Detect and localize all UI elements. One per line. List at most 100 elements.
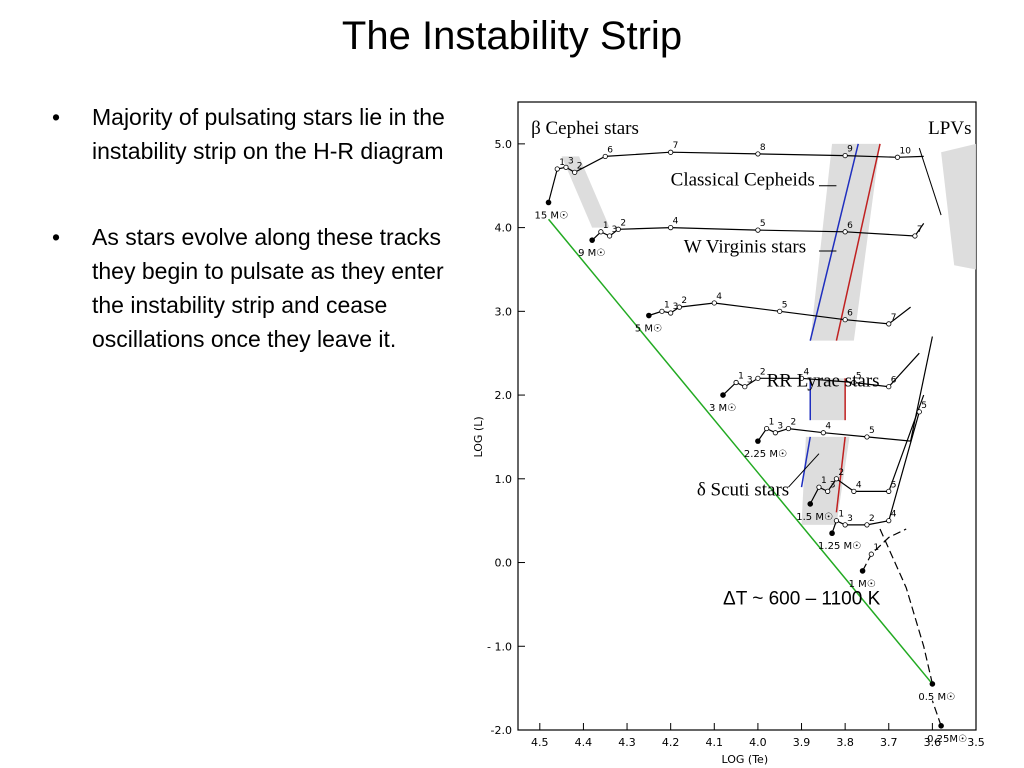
track-stage-label: 2 [681,296,687,306]
y-tick-label: -2.0 [491,724,512,737]
track-stage-marker [825,488,831,494]
track-stage-marker [916,409,922,415]
lpv-band [941,143,976,270]
track-mass-label: 3 M☉ [709,403,736,414]
track-stage-label: 3 [847,514,853,524]
track-start-point [807,501,814,507]
track-stage-marker [668,225,674,231]
x-tick-label: 4.1 [706,736,724,749]
track-stage-label: 2 [790,418,796,428]
track-stage-label: 1 [873,543,879,553]
track-stage-label: 4 [673,217,679,227]
bullet-item: • Majority of pulsating stars lie in the… [52,100,462,168]
track-stage-label: 8 [760,143,766,153]
track-stage-label: 5 [782,300,788,310]
track-stage-marker [772,430,778,436]
main-sequence-line [547,218,933,685]
leader-line [918,147,942,216]
track-stage-label: 9 [847,145,853,155]
track-stage-marker [711,300,717,306]
track-stage-marker [851,488,857,494]
strip-blue-edge [809,143,859,341]
track-start-point [755,438,761,444]
x-tick-label: 4.2 [662,736,680,749]
track-stage-marker [816,484,822,490]
track-stage-label: 3 [568,156,574,166]
strip-red-edge [835,143,881,341]
track-stage-label: 2 [620,218,626,228]
x-tick-label: 3.8 [836,736,854,749]
track-stage-marker [842,522,848,528]
hr-diagram: 5.0 4.0 3.0 2.0 1.0 0.0 - 1.0 -2.0 4.5 4.4 4.3 4.2 4… [472,101,985,766]
bullet-list: • Majority of pulsating stars lie in the… [52,100,462,408]
track-stage-label: 6 [847,309,853,319]
track-stage-label: 2 [838,468,844,478]
track-stage-label: 4 [804,367,810,377]
bullet-text: As stars evolve along these tracks they … [92,224,444,352]
track-stage-marker [598,229,604,235]
track-mass-label: 1.25 M☉ [818,541,861,552]
track-stage-label: 6 [847,221,853,231]
track-stage-label: 5 [921,401,927,411]
track-start-point [938,723,944,729]
bullet-marker: • [52,224,61,250]
x-tick-label: 4.3 [618,736,636,749]
region-label: Classical Cepheids [671,170,815,191]
track-stage-marker [563,164,569,170]
track-start-point [720,392,726,398]
track-stage-marker [868,551,874,557]
track-stage-marker [886,321,892,327]
track-stage-label: 3 [673,302,679,312]
track-mass-label: 5 M☉ [635,324,662,335]
track-mass-label: 2.25 M☉ [744,449,787,460]
track-stage-label: 5 [760,219,766,229]
x-tick-label: 3.5 [967,736,985,749]
track-stage-label: 3 [612,225,618,235]
track-stage-label: 1 [664,300,670,310]
y-tick-label: 3.0 [495,305,513,318]
x-tick-label: 4.0 [749,736,767,749]
track-stage-marker [886,384,892,390]
y-tick-label: 1.0 [495,473,513,486]
track-stage-marker [912,233,918,239]
track-stage-label: 2 [760,367,766,377]
track-stage-label: 7 [891,313,897,323]
x-tick-label: 4.4 [575,736,593,749]
track-stage-label: 10 [899,146,911,156]
track-stage-marker [572,169,578,175]
track-stage-label: 1 [821,476,827,486]
y-tick-label: 2.0 [495,389,513,402]
track-stage-label: 4 [825,422,831,432]
track-stage-marker [668,310,674,316]
track-stage-marker [798,375,805,381]
track-stage-label: 7 [673,141,679,151]
region-label: δ Scuti stars [697,480,789,501]
track-stage-label: 5 [856,372,862,382]
track-stage-marker [668,149,674,155]
track-stage-marker [764,425,770,432]
track-mass-label: 1.5 M☉ [796,512,833,523]
bullet-text: Majority of pulsating stars lie in the i… [92,104,445,164]
track-stage-marker [742,384,748,390]
track-start-point [829,530,835,537]
track-mass-label: 0.5 M☉ [918,692,955,703]
y-axis-label: LOG (L) [472,416,485,457]
track-mass-label: 0.25M☉ [927,734,967,745]
bullet-item: • As stars evolve along these tracks the… [52,220,462,356]
region-label: W Virginis stars [684,237,806,258]
track-stage-label: 3 [830,480,836,490]
track-start-point [929,681,936,687]
track-stage-label: 2 [869,514,875,524]
track-stage-marker [842,317,848,323]
leader-line [788,453,820,488]
track-stage-marker [886,488,892,494]
track-stage-label: 5 [891,480,897,490]
delta-t-annotation: ΔT ~ 600 – 1100 K [723,588,881,609]
track-stage-marker [755,151,761,157]
x-tick-label: 3.6 [924,736,942,749]
track-stage-marker [755,227,761,233]
track-stage-marker [785,425,792,432]
track-stage-label: 7 [917,225,923,235]
region-label: LPVs [928,118,971,139]
track-line [547,151,924,203]
